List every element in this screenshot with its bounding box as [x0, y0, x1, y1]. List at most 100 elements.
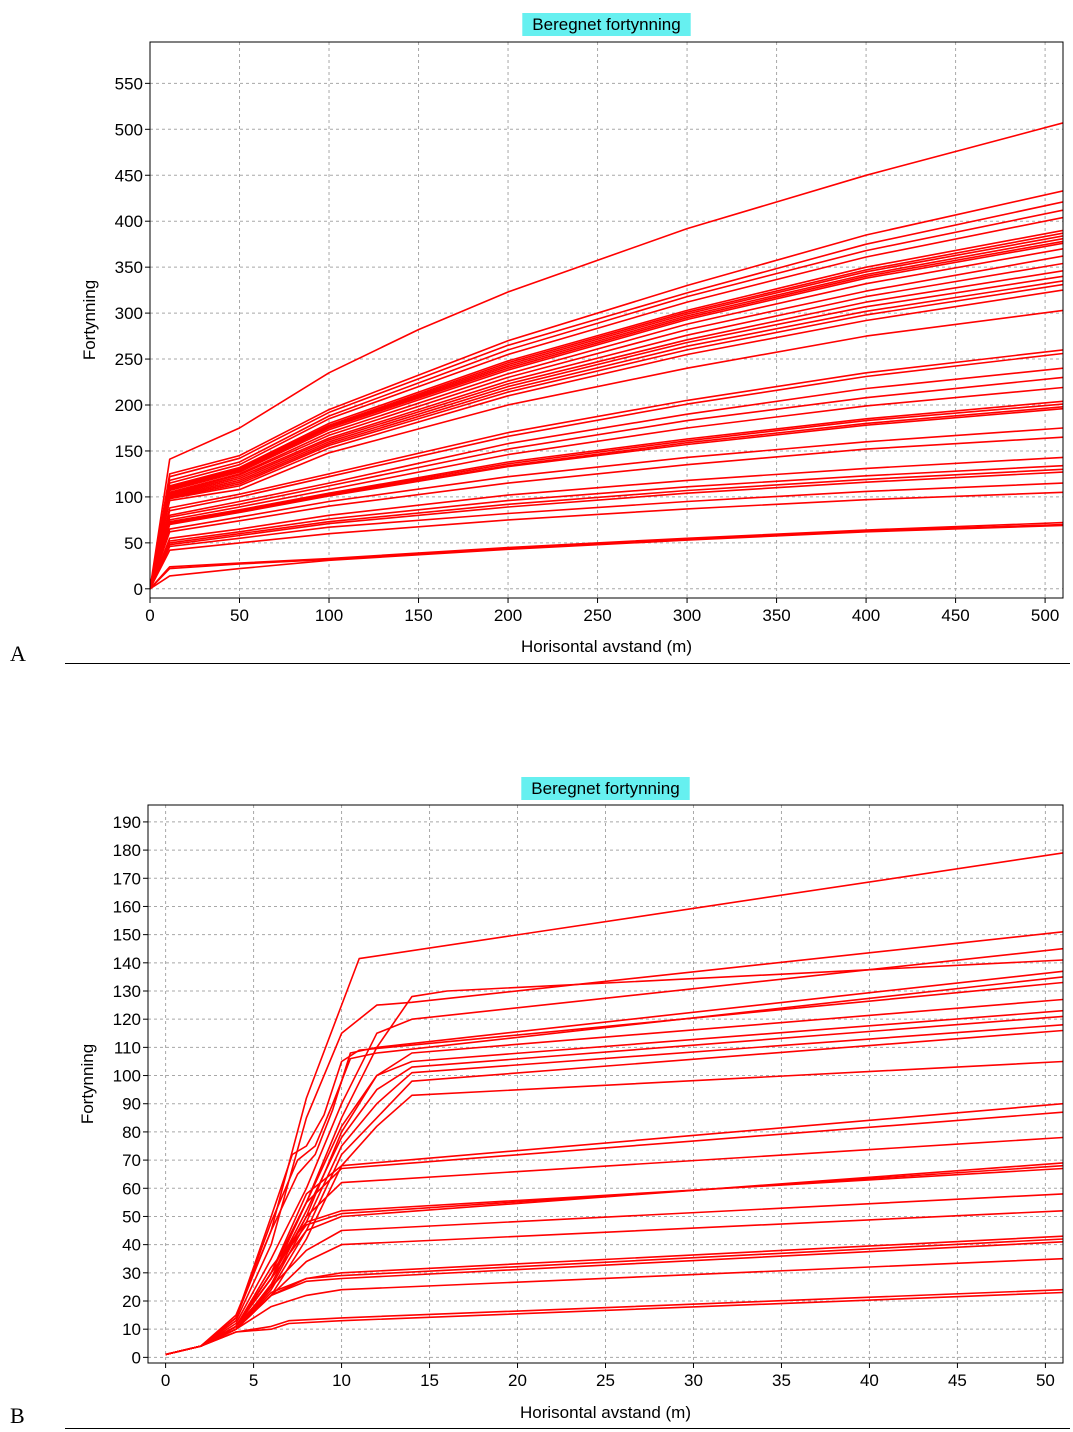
axis-ticks: 0 50 100 150 200 250 300 350 400 450 500 0 50 100 150 2… — [115, 74, 1060, 625]
x-tick-label: 25 — [596, 1371, 615, 1390]
series-line-7 — [150, 232, 1063, 589]
grid — [148, 805, 1063, 1363]
x-tick-label: 20 — [508, 1371, 527, 1390]
chart-panel-b: 0 5 10 15 20 25 30 35 40 45 50 0 10 20 30 40 50 60 70 80 90 1… — [0, 770, 1073, 1432]
y-tick-label: 100 — [113, 1067, 141, 1086]
series-line-27 — [165, 1291, 1063, 1356]
series-line-23 — [150, 367, 1063, 590]
y-tick-label: 150 — [115, 442, 143, 461]
chart-title: Beregnet fortynning — [521, 777, 690, 800]
x-tick-label: 50 — [230, 606, 249, 625]
series-line-6 — [165, 947, 1063, 1356]
y-tick-label: 150 — [113, 926, 141, 945]
series-line-40 — [150, 524, 1063, 590]
x-tick-label: 50 — [1036, 1371, 1055, 1390]
panel-rule-a — [65, 663, 1070, 664]
y-tick-label: 0 — [132, 1348, 141, 1367]
y-tick-label: 350 — [115, 258, 143, 277]
y-tick-label: 200 — [115, 396, 143, 415]
x-tick-label: 300 — [673, 606, 701, 625]
y-tick-label: 20 — [122, 1292, 141, 1311]
series-line-11 — [165, 1024, 1063, 1356]
panel-rule-b — [65, 1428, 1070, 1429]
series-line-4 — [150, 209, 1063, 589]
series-line-13 — [150, 255, 1063, 589]
y-tick-label: 250 — [115, 350, 143, 369]
dilution-chart-a: 0 50 100 150 200 250 300 350 400 450 500 0 50 100 150 2… — [80, 13, 1064, 656]
y-tick-label: 300 — [115, 304, 143, 323]
x-axis-label: Horisontal avstand (m) — [520, 1403, 691, 1422]
series-line-35 — [150, 471, 1063, 590]
series-line-16 — [150, 275, 1063, 589]
x-tick-label: 250 — [583, 606, 611, 625]
series-line-36 — [150, 482, 1063, 590]
series-line-26 — [150, 400, 1063, 590]
y-tick-label: 550 — [115, 74, 143, 93]
x-tick-label: 30 — [684, 1371, 703, 1390]
chart-title-background — [521, 777, 690, 800]
x-tick-label: 15 — [420, 1371, 439, 1390]
series-line-19 — [150, 289, 1063, 589]
y-tick-label: 400 — [115, 212, 143, 231]
y-tick-label: 70 — [122, 1151, 141, 1170]
series-line-33 — [150, 464, 1063, 590]
y-tick-label: 120 — [113, 1010, 141, 1029]
series-line-14 — [150, 262, 1063, 589]
y-tick-label: 50 — [122, 1207, 141, 1226]
chart-title-text: Beregnet fortynning — [532, 15, 680, 34]
series-line-27 — [150, 403, 1063, 590]
y-tick-label: 190 — [113, 813, 141, 832]
panel-letter-b: B — [10, 1403, 25, 1428]
series-line-2 — [150, 190, 1063, 589]
series-line-24 — [150, 376, 1063, 590]
x-tick-label: 5 — [249, 1371, 258, 1390]
x-tick-label: 450 — [941, 606, 969, 625]
y-tick-label: 450 — [115, 166, 143, 185]
x-tick-label: 45 — [948, 1371, 967, 1390]
series-line-10 — [165, 1015, 1063, 1356]
series-line-20 — [150, 309, 1063, 589]
series-line-12 — [150, 248, 1063, 589]
series-line-15 — [150, 270, 1063, 589]
y-tick-label: 100 — [115, 488, 143, 507]
y-tick-label: 10 — [122, 1320, 141, 1339]
x-tick-label: 350 — [762, 606, 790, 625]
plot-frame — [149, 41, 1064, 599]
series-line-18 — [150, 283, 1063, 589]
series-line-10 — [150, 240, 1063, 589]
series-line-39 — [150, 523, 1063, 590]
y-tick-label: 60 — [122, 1179, 141, 1198]
series-line-9 — [150, 237, 1063, 589]
series-line-34 — [150, 468, 1063, 590]
series-line-8 — [150, 235, 1063, 589]
series-line-21 — [150, 349, 1063, 589]
y-tick-label: 170 — [113, 869, 141, 888]
series-line-32 — [150, 456, 1063, 590]
chart-panel-a: 0 50 100 150 200 250 300 350 400 450 500 0 50 100 150 2… — [0, 0, 1073, 668]
chart-title-background — [522, 13, 691, 36]
y-tick-label: 110 — [114, 1038, 141, 1057]
series-line-28 — [150, 406, 1063, 590]
series-line-6 — [150, 229, 1063, 589]
x-tick-label: 10 — [332, 1371, 351, 1390]
series-lines — [165, 852, 1063, 1356]
series-line-12 — [165, 1029, 1063, 1356]
series-line-5 — [165, 981, 1063, 1356]
y-tick-label: 40 — [122, 1236, 141, 1255]
x-axis-label: Horisontal avstand (m) — [521, 637, 692, 656]
series-line-3 — [150, 201, 1063, 589]
x-tick-label: 100 — [315, 606, 343, 625]
x-tick-label: 40 — [860, 1371, 879, 1390]
y-axis-label: Fortynning — [78, 1044, 97, 1124]
series-line-31 — [150, 436, 1063, 590]
y-tick-label: 160 — [113, 897, 141, 916]
series-line-1 — [150, 122, 1063, 589]
y-tick-label: 0 — [134, 580, 143, 599]
y-tick-label: 90 — [122, 1095, 141, 1114]
x-tick-label: 150 — [404, 606, 432, 625]
panel-letter-a: A — [10, 641, 26, 666]
series-lines — [150, 122, 1063, 590]
y-tick-label: 500 — [115, 120, 143, 139]
y-tick-label: 50 — [124, 534, 143, 553]
y-tick-label: 30 — [122, 1264, 141, 1283]
